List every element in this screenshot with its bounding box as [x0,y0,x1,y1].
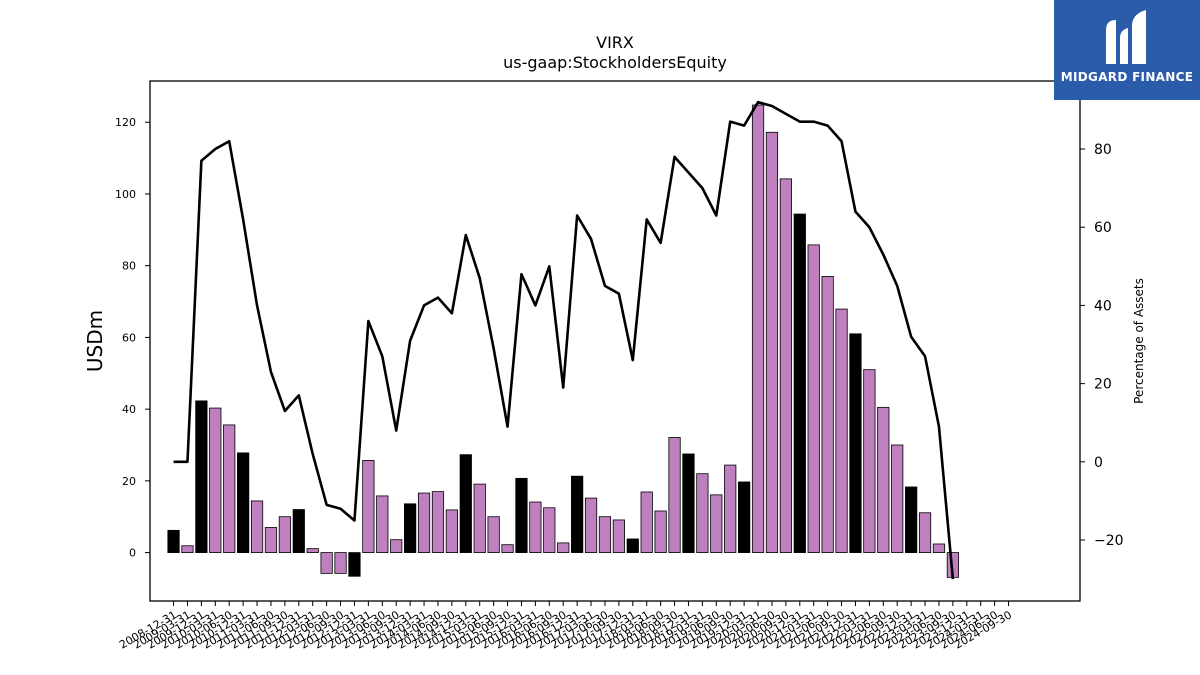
y2-tick-label: 60 [1094,220,1112,236]
y-tick-label: 40 [122,403,136,416]
bar [487,516,500,553]
bar [640,491,653,553]
bar [779,178,792,553]
bar [515,477,528,553]
bar [571,475,584,553]
series-line [173,100,955,580]
bar [390,539,403,553]
y-axis-label: USDm [83,310,107,372]
bar [362,460,375,553]
y2-tick-label: 80 [1094,142,1112,158]
bar [584,497,598,553]
x-axis: 2008-12-312009-03-312009-12-312010-03-31… [117,601,1014,652]
bar [835,308,848,553]
bar [348,552,361,577]
y2-axis-label: Percentage of Assets [1132,278,1146,404]
bar [195,400,208,553]
y-axis-right: −20 0 20 40 60 80 [1080,142,1124,549]
y-tick-label: 100 [115,188,136,201]
bar [863,369,876,553]
bar [376,495,389,553]
chart-subtitle: us-gaap:StockholdersEquity [503,53,727,72]
bar [932,543,946,553]
bar [891,444,904,553]
bar [181,545,194,553]
y-tick-label: 60 [122,331,136,344]
bar [793,213,806,553]
bar [751,104,765,553]
bar [264,527,278,553]
bar [209,407,222,553]
bar [654,510,667,553]
bar [557,542,570,553]
bar [682,453,695,553]
bar [459,454,472,553]
bar [292,509,305,553]
y-tick-label: 120 [115,116,136,129]
bar [821,276,834,553]
y-tick-label: 20 [122,475,136,488]
bar [696,473,709,553]
bar [905,486,918,553]
bar [445,509,458,553]
bar [918,512,932,553]
bar [417,492,431,553]
midgard-m-logo-icon [1106,10,1146,64]
bar [807,244,820,553]
bar [473,483,486,553]
y-tick-label: 80 [122,260,136,273]
bar [710,494,723,553]
y-axis-left: 0 20 40 60 80 100 120 [115,116,150,560]
bar [668,437,681,553]
bar [626,538,639,553]
bar [320,552,333,574]
bars-group [167,104,959,578]
y2-tick-label: 20 [1094,377,1112,393]
bar [877,406,890,553]
y2-tick-label: 40 [1094,298,1112,314]
bar [431,491,445,553]
bar [598,516,612,553]
bar [543,507,556,553]
bar [724,464,737,553]
bar [167,529,180,553]
bar [404,503,417,553]
chart-title: VIRX [596,33,634,52]
bar [501,544,514,553]
brand-logo: MIDGARD FINANCE [1054,0,1200,100]
bar [765,131,779,553]
brand-name: MIDGARD FINANCE [1060,70,1194,84]
line-group [173,100,955,580]
y-tick-label: 0 [129,547,136,560]
bar [738,481,751,553]
bar [849,333,862,553]
y2-tick-label: 0 [1094,455,1103,471]
bar [612,519,625,553]
bar [278,516,291,553]
bar [529,501,542,553]
bar [250,500,264,553]
bar [334,552,347,574]
plot-frame [149,80,1081,602]
bar [237,452,250,553]
y2-tick-label: −20 [1094,533,1124,549]
bar [223,424,236,553]
bar [306,548,319,553]
